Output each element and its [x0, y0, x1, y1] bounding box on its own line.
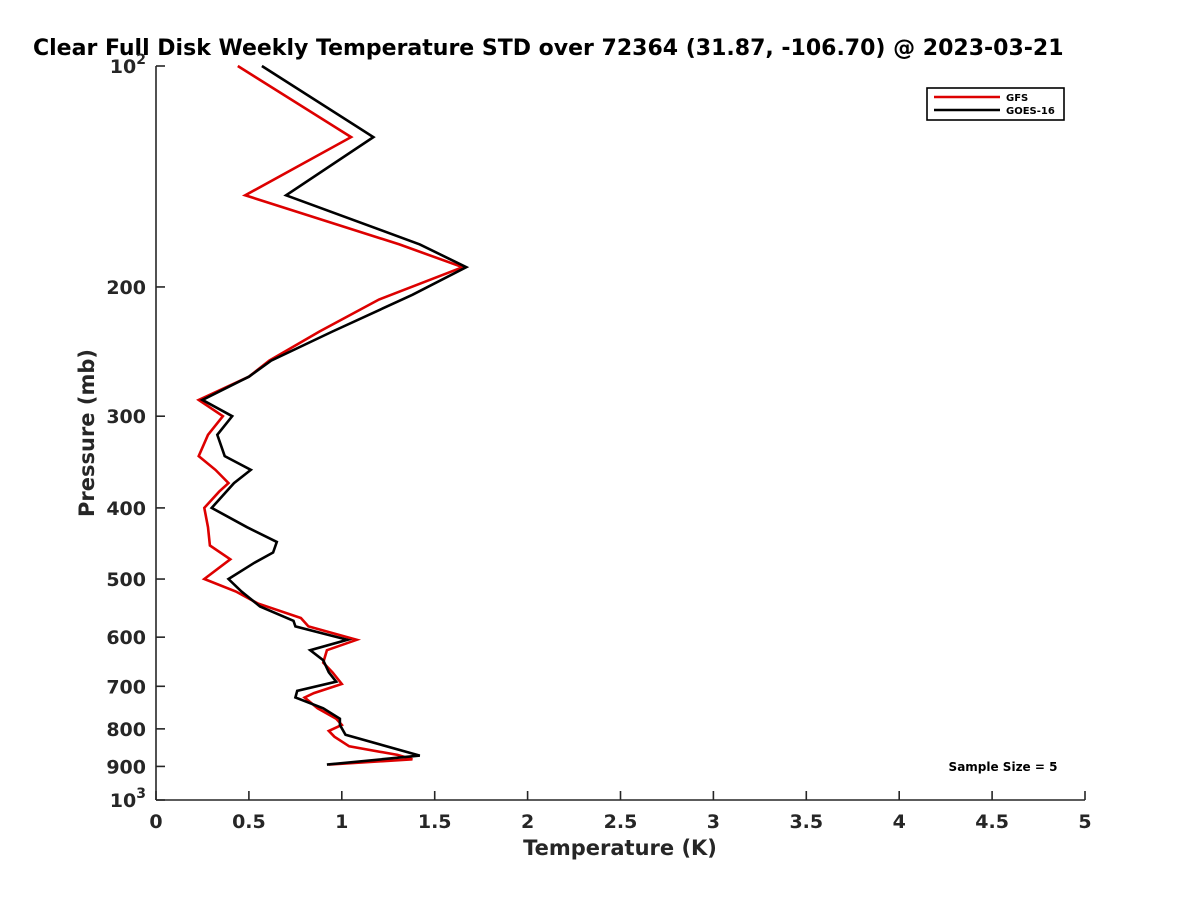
y-tick-label: 300: [106, 406, 146, 428]
legend-label-gfs: GFS: [1006, 93, 1028, 104]
axes-layer: [155, 66, 1085, 801]
x-tick-label: 5: [1078, 811, 1091, 833]
y-tick-label: 500: [106, 569, 146, 591]
y-tick-label: 400: [106, 498, 146, 520]
x-tick-label: 1: [335, 811, 348, 833]
y-tick-label: 900: [106, 756, 146, 778]
legend-box: [926, 87, 1065, 121]
x-tick-label: 1.5: [418, 811, 452, 833]
x-tick-label: 4.5: [975, 811, 1009, 833]
x-tick-label: 3.5: [789, 811, 823, 833]
x-tick-label: 0.5: [232, 811, 266, 833]
y-tick-label: 700: [106, 676, 146, 698]
y-tick-label: 103: [110, 786, 146, 812]
series-layer: [196, 64, 470, 766]
y-tick-label: 102: [110, 52, 146, 78]
x-tick-label: 0: [149, 811, 162, 833]
x-tick-label: 3: [707, 811, 720, 833]
x-tick-label: 4: [893, 811, 906, 833]
y-tick-label: 600: [106, 627, 146, 649]
chart-title: Clear Full Disk Weekly Temperature STD o…: [33, 36, 1064, 61]
sample-size-annotation: Sample Size = 5: [949, 760, 1058, 774]
series-line-gfs: [196, 64, 467, 766]
y-axis-label: Pressure (mb): [75, 349, 99, 517]
y-tick-label: 800: [106, 719, 146, 741]
series-line-goes-16: [199, 64, 470, 766]
x-tick-label: 2: [521, 811, 534, 833]
x-tick-label: 2.5: [604, 811, 638, 833]
x-axis-label: Temperature (K): [523, 836, 717, 860]
legend-label-goes-16: GOES-16: [1006, 106, 1055, 117]
ticks-layer: 0 0.5 1 1.5 2 2.5 3 3.5 4 4.5 5 102 200 300 400 500 600 7…: [106, 52, 1091, 833]
y-tick-label: 200: [106, 277, 146, 299]
legend: GFS GOES-16: [926, 87, 1065, 121]
